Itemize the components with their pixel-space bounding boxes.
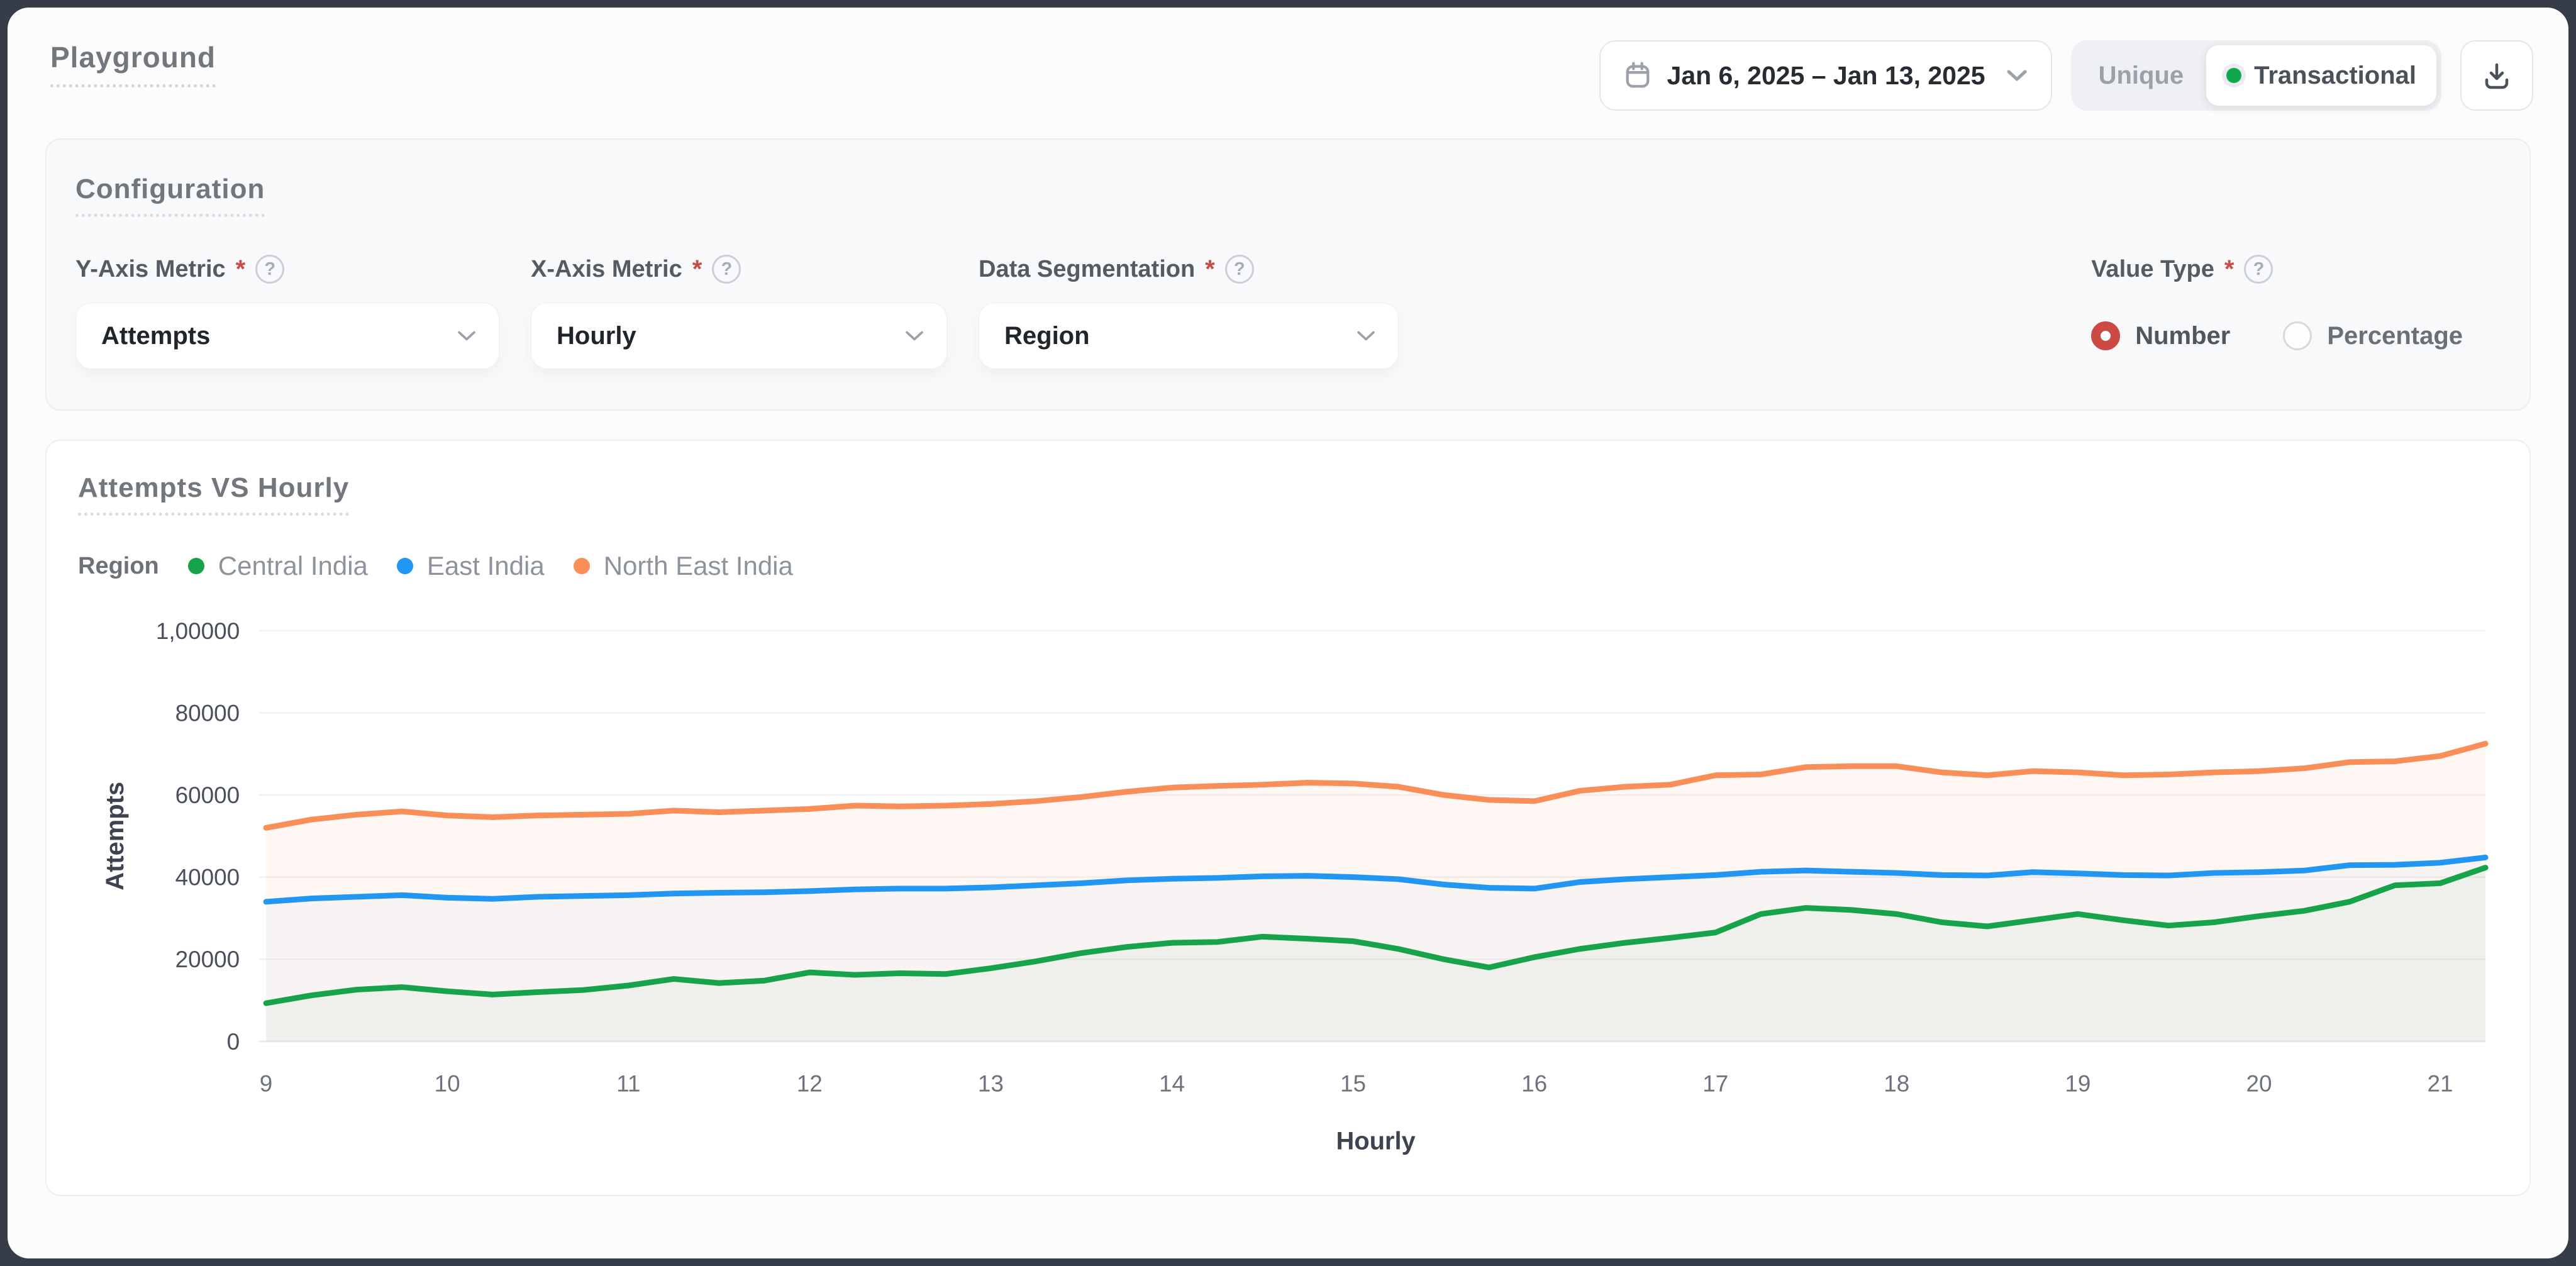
field-label: Y-Axis Metric * ? — [75, 255, 499, 284]
chevron-down-icon — [2006, 68, 2028, 83]
toggle-option-transactional[interactable]: Transactional — [2206, 45, 2436, 106]
date-range-value: Jan 6, 2025 – Jan 13, 2025 — [1667, 60, 1985, 90]
chart-legend: Region Central India East India North Ea… — [78, 551, 2504, 581]
svg-text:11: 11 — [616, 1071, 640, 1097]
legend-item-label: North East India — [603, 551, 793, 580]
svg-text:15: 15 — [1340, 1071, 1366, 1097]
chevron-down-icon — [458, 331, 475, 341]
legend-dot — [396, 558, 413, 574]
svg-text:0: 0 — [227, 1029, 240, 1055]
field-label-text: Data Segmentation — [979, 255, 1196, 282]
toggle-option-unique[interactable]: Unique — [2076, 45, 2207, 106]
required-asterisk: * — [2224, 255, 2235, 283]
legend-dot — [187, 558, 204, 574]
field-label-text: Y-Axis Metric — [75, 255, 226, 282]
configuration-panel: Configuration Y-Axis Metric * ? Attempts… — [45, 138, 2531, 411]
legend-dot — [573, 558, 590, 574]
legend-item-east-india[interactable]: East India — [396, 551, 545, 581]
help-icon[interactable]: ? — [1224, 255, 1254, 284]
svg-text:12: 12 — [797, 1071, 823, 1097]
data-mode-toggle: Unique Transactional — [2070, 40, 2441, 111]
radio-circle — [2283, 321, 2312, 350]
x-axis-metric-select[interactable]: Hourly — [531, 303, 947, 369]
help-icon[interactable]: ? — [712, 255, 741, 284]
svg-text:18: 18 — [1884, 1071, 1909, 1097]
toggle-option-label: Unique — [2098, 61, 2184, 89]
configuration-title: Configuration — [75, 174, 265, 217]
configuration-fields: Y-Axis Metric * ? Attempts X-Axis Metric… — [75, 255, 2501, 369]
chevron-down-icon — [1357, 331, 1375, 341]
svg-text:20000: 20000 — [175, 947, 240, 972]
radio-circle — [2091, 321, 2121, 350]
chart-card: Attempts VS Hourly Region Central India … — [45, 440, 2531, 1197]
field-data-segmentation: Data Segmentation * ? Region — [979, 255, 1399, 369]
svg-text:10: 10 — [435, 1071, 460, 1097]
attempts-vs-hourly-chart: 0 20000 40000 60000 80000 1,00000 9 10 11 12 13 14 1… — [101, 618, 2489, 1155]
legend-item-central-india[interactable]: Central India — [187, 551, 368, 581]
app-page: Playground Jan 6, 2025 – Jan 13, 2025 — [8, 8, 2568, 1258]
field-y-axis-metric: Y-Axis Metric * ? Attempts — [75, 255, 499, 369]
chart-title: Attempts VS Hourly — [78, 472, 350, 516]
chevron-down-icon — [906, 331, 923, 341]
field-value-type: Value Type * ? Number Percentage — [2091, 255, 2501, 369]
help-icon[interactable]: ? — [255, 255, 285, 284]
field-label-text: X-Axis Metric — [531, 255, 682, 282]
field-label: X-Axis Metric * ? — [531, 255, 947, 284]
download-button[interactable] — [2460, 40, 2533, 111]
svg-text:17: 17 — [1702, 1071, 1728, 1097]
svg-text:Hourly: Hourly — [1336, 1127, 1415, 1155]
svg-text:13: 13 — [978, 1071, 1004, 1097]
required-asterisk: * — [235, 255, 246, 283]
header-controls: Jan 6, 2025 – Jan 13, 2025 Unique Transa… — [1599, 40, 2533, 111]
svg-text:21: 21 — [2428, 1071, 2453, 1097]
required-asterisk: * — [692, 255, 702, 283]
radio-percentage[interactable]: Percentage — [2283, 321, 2463, 350]
svg-text:19: 19 — [2065, 1071, 2090, 1097]
radio-label: Number — [2135, 321, 2231, 350]
help-icon[interactable]: ? — [2244, 255, 2273, 284]
svg-text:80000: 80000 — [175, 700, 240, 726]
svg-text:9: 9 — [260, 1071, 273, 1097]
download-icon — [2482, 60, 2512, 91]
header: Playground Jan 6, 2025 – Jan 13, 2025 — [8, 8, 2568, 138]
field-label: Data Segmentation * ? — [979, 255, 1399, 284]
svg-text:Attempts: Attempts — [101, 782, 129, 891]
legend-label: Region — [78, 552, 159, 579]
radio-number[interactable]: Number — [2091, 321, 2230, 350]
svg-text:20: 20 — [2246, 1071, 2272, 1097]
y-axis-metric-select[interactable]: Attempts — [75, 303, 499, 369]
data-segmentation-select[interactable]: Region — [979, 303, 1399, 369]
svg-text:16: 16 — [1521, 1071, 1547, 1097]
required-asterisk: * — [1205, 255, 1215, 283]
field-label: Value Type * ? — [2091, 255, 2463, 284]
active-dot — [2226, 68, 2242, 83]
toggle-option-label: Transactional — [2254, 61, 2416, 89]
svg-text:14: 14 — [1159, 1071, 1185, 1097]
svg-text:40000: 40000 — [175, 865, 240, 891]
calendar-icon — [1623, 61, 1652, 90]
legend-item-label: East India — [426, 551, 545, 580]
field-x-axis-metric: X-Axis Metric * ? Hourly — [531, 255, 947, 369]
legend-item-north-east-india[interactable]: North East India — [573, 551, 793, 581]
select-value: Hourly — [557, 321, 636, 350]
field-label-text: Value Type — [2091, 255, 2214, 282]
date-range-picker[interactable]: Jan 6, 2025 – Jan 13, 2025 — [1599, 40, 2052, 111]
svg-text:60000: 60000 — [175, 782, 240, 808]
svg-text:1,00000: 1,00000 — [156, 618, 240, 644]
select-value: Region — [1004, 321, 1090, 350]
radio-label: Percentage — [2327, 321, 2463, 350]
select-value: Attempts — [101, 321, 211, 350]
page-title: Playground — [50, 40, 216, 87]
legend-item-label: Central India — [218, 551, 368, 580]
value-type-radios: Number Percentage — [2091, 303, 2463, 369]
